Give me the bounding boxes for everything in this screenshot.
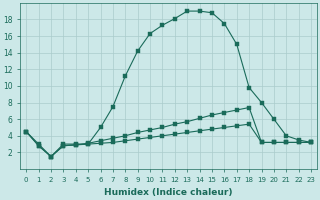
X-axis label: Humidex (Indice chaleur): Humidex (Indice chaleur) <box>104 188 233 197</box>
